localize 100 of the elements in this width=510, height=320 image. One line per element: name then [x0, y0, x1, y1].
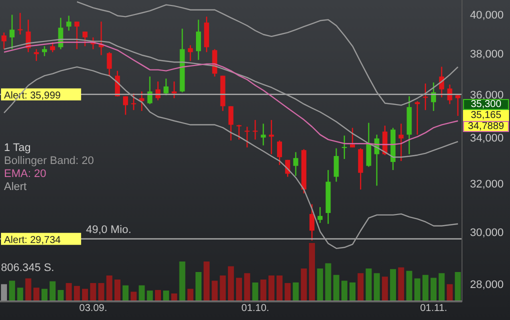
candlestick [447, 84, 452, 105]
bar [90, 283, 96, 301]
bar [33, 288, 40, 301]
candlestick [10, 14, 15, 50]
text: 35,165 [463, 110, 509, 120]
bar [82, 288, 88, 301]
bar [325, 263, 332, 301]
bar [317, 268, 324, 301]
annotation: Alert [4, 181, 28, 194]
bar [430, 278, 437, 301]
candlestick [260, 123, 266, 146]
y-tick-label: 30,000 [470, 227, 504, 240]
bar [390, 269, 396, 301]
y-tick-label: 32,000 [470, 178, 504, 190]
bar [25, 278, 32, 301]
annotation: 49,0 Mio. [86, 224, 132, 236]
bar [196, 272, 202, 301]
bar [260, 280, 266, 301]
bar [268, 275, 274, 301]
bar [212, 280, 218, 301]
bar [422, 274, 428, 301]
candlestick [334, 148, 339, 182]
bar [236, 278, 242, 301]
candlestick [268, 119, 274, 155]
bar [252, 282, 258, 301]
bar [308, 243, 315, 301]
bar [374, 273, 380, 301]
bar [106, 275, 112, 301]
candlestick [172, 80, 177, 99]
bar [9, 280, 16, 301]
candlestick [293, 152, 298, 176]
candlestick [196, 19, 201, 61]
candlestick [236, 124, 242, 140]
candlestick [414, 100, 420, 136]
candlestick [244, 126, 250, 148]
x-tick-label: 01.10. [241, 303, 270, 314]
x-tick-label: 03.09. [79, 303, 108, 314]
candlestick [74, 21, 80, 50]
y-tick-label: 28,000 [470, 279, 504, 292]
bar [438, 273, 445, 301]
line-series [76, 1, 459, 106]
bar [358, 273, 364, 301]
bar [276, 275, 283, 301]
bar [398, 267, 404, 301]
bar [122, 285, 129, 301]
y-tick-label: 34,000 [470, 132, 504, 144]
bar [446, 284, 453, 301]
bar [333, 274, 340, 301]
candlestick [455, 94, 460, 116]
candlestick [318, 206, 323, 224]
candlestick [439, 66, 444, 98]
y-tick-label: 38,000 [470, 48, 504, 60]
x-tick-label: 01.11. [420, 303, 448, 314]
line-series [3, 66, 459, 250]
candlestick [1, 32, 6, 50]
bar [228, 266, 234, 301]
y-tick-label: 36,000 [470, 89, 504, 102]
candlestick [42, 46, 47, 57]
text: 35,300 [463, 98, 509, 110]
text: 1 Tag [4, 142, 32, 155]
candlestick [82, 30, 88, 47]
candlestick [228, 106, 234, 142]
bar [292, 282, 299, 301]
candlestick [358, 148, 364, 190]
text: EMA: 20 [4, 168, 48, 181]
bar [179, 262, 186, 301]
bar [50, 281, 56, 301]
bar [284, 283, 291, 301]
candlestick [350, 127, 355, 148]
bar [300, 268, 307, 301]
bar [366, 268, 372, 301]
bar [138, 285, 145, 301]
bar [382, 276, 388, 301]
candlestick [123, 96, 128, 116]
bar [42, 288, 48, 301]
text: Bollinger Band: 20 [4, 155, 94, 168]
bar [244, 273, 250, 301]
bar [130, 292, 137, 301]
candlestick [398, 123, 404, 162]
ref-line-label: Alert: 29,734 [4, 234, 62, 246]
candlestick [188, 44, 193, 62]
bar [350, 282, 356, 301]
text: 34,7889 [463, 120, 509, 132]
bar [187, 288, 194, 301]
bar [114, 280, 120, 301]
candlestick [309, 204, 314, 242]
annotation: 806.345 S. [1, 262, 54, 274]
bar [204, 262, 210, 301]
candlestick [139, 90, 144, 112]
y-tick-label: 40,000 [470, 10, 504, 22]
candlestick [366, 122, 372, 168]
bar [66, 283, 72, 301]
bar [58, 290, 64, 301]
candlestick [422, 82, 428, 111]
candlestick [212, 48, 218, 78]
bar [414, 278, 420, 301]
bar [146, 290, 153, 301]
candlestick [131, 92, 136, 111]
candlestick [106, 52, 112, 78]
bar [406, 270, 412, 301]
